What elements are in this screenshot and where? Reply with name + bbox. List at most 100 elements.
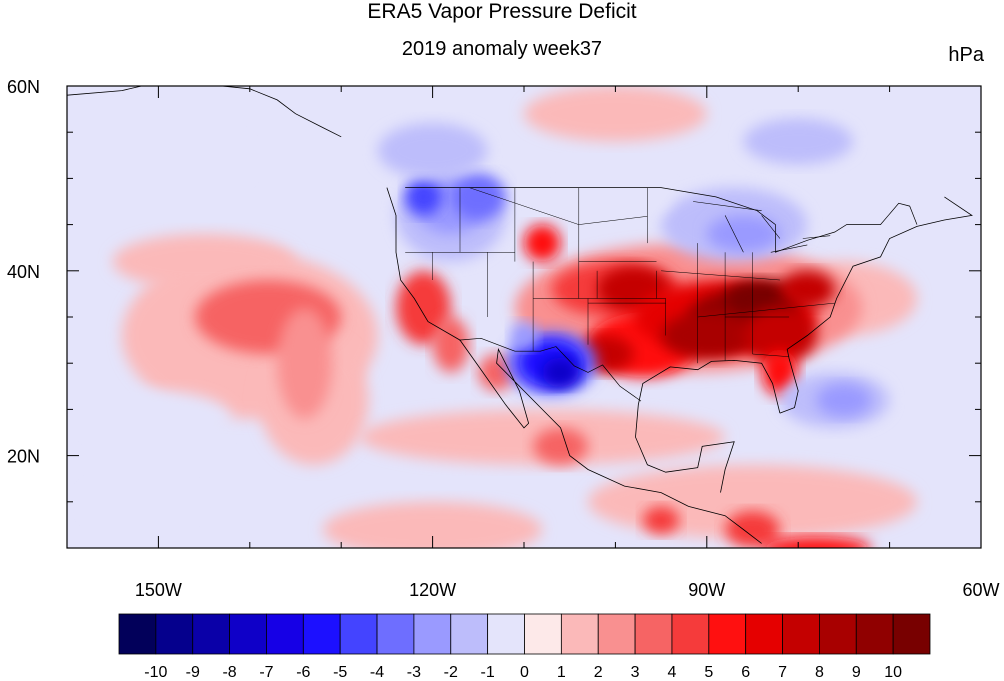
anomaly-blob — [377, 122, 488, 179]
colorbar: -10 -9 -8 -7 -6 -5 -4 -3 -2 -1 0 1 2 3 4 5 6 7 8 9 10 — [118, 613, 931, 681]
coastlines — [67, 86, 973, 544]
colorbar-swatch — [892, 613, 931, 655]
colorbar-label: 9 — [852, 664, 861, 681]
y-tick-label: 20N — [7, 447, 40, 467]
colorbar-swatch — [266, 613, 304, 655]
colorbar-label: 1 — [557, 664, 566, 681]
y-tick-label: 60N — [7, 77, 40, 97]
anomaly-blob — [396, 270, 451, 345]
colorbar-label: 3 — [631, 664, 640, 681]
colorbar-label: 2 — [594, 664, 603, 681]
anomaly-blob — [405, 178, 442, 216]
colorbar-label: -1 — [481, 664, 495, 681]
colorbar-swatch — [819, 613, 857, 655]
colorbar-label: -7 — [259, 664, 273, 681]
colorbar-label: 0 — [520, 664, 529, 681]
anomaly-blob — [743, 307, 817, 364]
x-tick-label: 60W — [962, 580, 999, 600]
colorbar-label: 10 — [884, 664, 902, 681]
anomaly-blob — [112, 233, 296, 290]
colorbar-label: 6 — [741, 664, 750, 681]
x-tick-label: 150W — [135, 580, 182, 600]
state-boundary — [578, 216, 648, 225]
colorbar-label: -4 — [370, 664, 384, 681]
colorbar-swatch — [450, 613, 489, 655]
colorbar-label: -8 — [222, 664, 236, 681]
colorbar-swatch — [118, 613, 157, 655]
anomaly-blob — [450, 173, 506, 220]
gulf-coastline — [635, 359, 781, 493]
colorbar-label: 8 — [815, 664, 824, 681]
anomaly-blob — [85, 478, 195, 525]
state-boundary — [697, 302, 835, 318]
x-tick-label: 120W — [409, 580, 456, 600]
colorbar-label: -5 — [333, 664, 347, 681]
colorbar-swatch — [671, 613, 710, 655]
units-label: hPa — [948, 44, 984, 66]
colorbar-swatch — [634, 613, 673, 655]
anomaly-blob — [761, 536, 872, 548]
anomaly-blob — [816, 383, 872, 417]
colorbar-swatch — [192, 613, 230, 655]
anomaly-blob — [322, 501, 543, 548]
state-boundary — [661, 270, 780, 281]
colorbar-swatch — [413, 613, 452, 655]
colorbar-swatch — [339, 613, 378, 655]
axis-ticks: 150W 120W 90W 60W 20N 40N 60N — [7, 77, 1000, 600]
great-lakes-outline — [770, 244, 808, 253]
great-lakes-outline — [761, 215, 781, 239]
great-lakes-outline — [724, 215, 744, 253]
anomaly-blob — [661, 312, 753, 359]
great-lakes-outline — [802, 235, 831, 239]
anomaly-blob — [524, 86, 707, 142]
us-mexico-border — [459, 337, 642, 402]
anomaly-blob — [510, 321, 538, 350]
anomaly-blob — [642, 506, 680, 535]
anomaly-blob — [533, 427, 588, 465]
colorbar-label: 5 — [704, 664, 713, 681]
state-boundary — [469, 187, 579, 225]
anomaly-blob — [277, 307, 333, 419]
colorbar-label: -6 — [296, 664, 310, 681]
colorbar-label: 7 — [778, 664, 787, 681]
anomaly-blob — [432, 317, 470, 373]
colorbar-swatch — [560, 613, 599, 655]
anomaly-blob — [542, 357, 579, 388]
state-boundary — [752, 353, 790, 357]
anomaly-blob — [560, 173, 671, 220]
colorbar-swatch — [597, 613, 636, 655]
anomaly-blob — [85, 390, 232, 447]
anomaly-blob — [706, 215, 780, 253]
anomaly-blob — [67, 122, 250, 197]
anomaly-blob — [843, 141, 981, 234]
colorbar-swatch — [855, 613, 894, 655]
colorbar-label: -2 — [444, 664, 458, 681]
colorbar-label: -3 — [407, 664, 421, 681]
us-canada-border — [405, 187, 918, 253]
y-tick-label: 40N — [7, 262, 40, 282]
anomaly-blob — [761, 349, 799, 396]
colorbar-label: -10 — [144, 664, 167, 681]
colorbar-label: 4 — [668, 664, 677, 681]
colorbar-swatch — [302, 613, 341, 655]
colorbar-swatch — [708, 613, 747, 655]
anomaly-field — [67, 86, 981, 548]
great-lakes-outline — [693, 201, 762, 211]
anomaly-blob — [725, 511, 780, 548]
pacific-coastline — [386, 187, 762, 544]
colorbar-label: -9 — [186, 664, 200, 681]
colorbar-swatch — [155, 613, 194, 655]
anomaly-blob — [779, 270, 835, 308]
colorbar-swatch — [487, 613, 525, 655]
anomaly-blob — [524, 224, 561, 262]
chart-title: ERA5 Vapor Pressure Deficit — [367, 0, 637, 23]
colorbar-swatch — [782, 613, 820, 655]
anomaly-blob — [743, 118, 854, 165]
colorbar-swatch — [376, 613, 415, 655]
colorbar-swatch — [229, 613, 267, 655]
chart-subtitle: 2019 anomaly week37 — [401, 38, 603, 60]
atlantic-coastline — [779, 196, 973, 414]
x-tick-label: 90W — [688, 580, 725, 600]
colorbar-swatch — [524, 613, 562, 655]
